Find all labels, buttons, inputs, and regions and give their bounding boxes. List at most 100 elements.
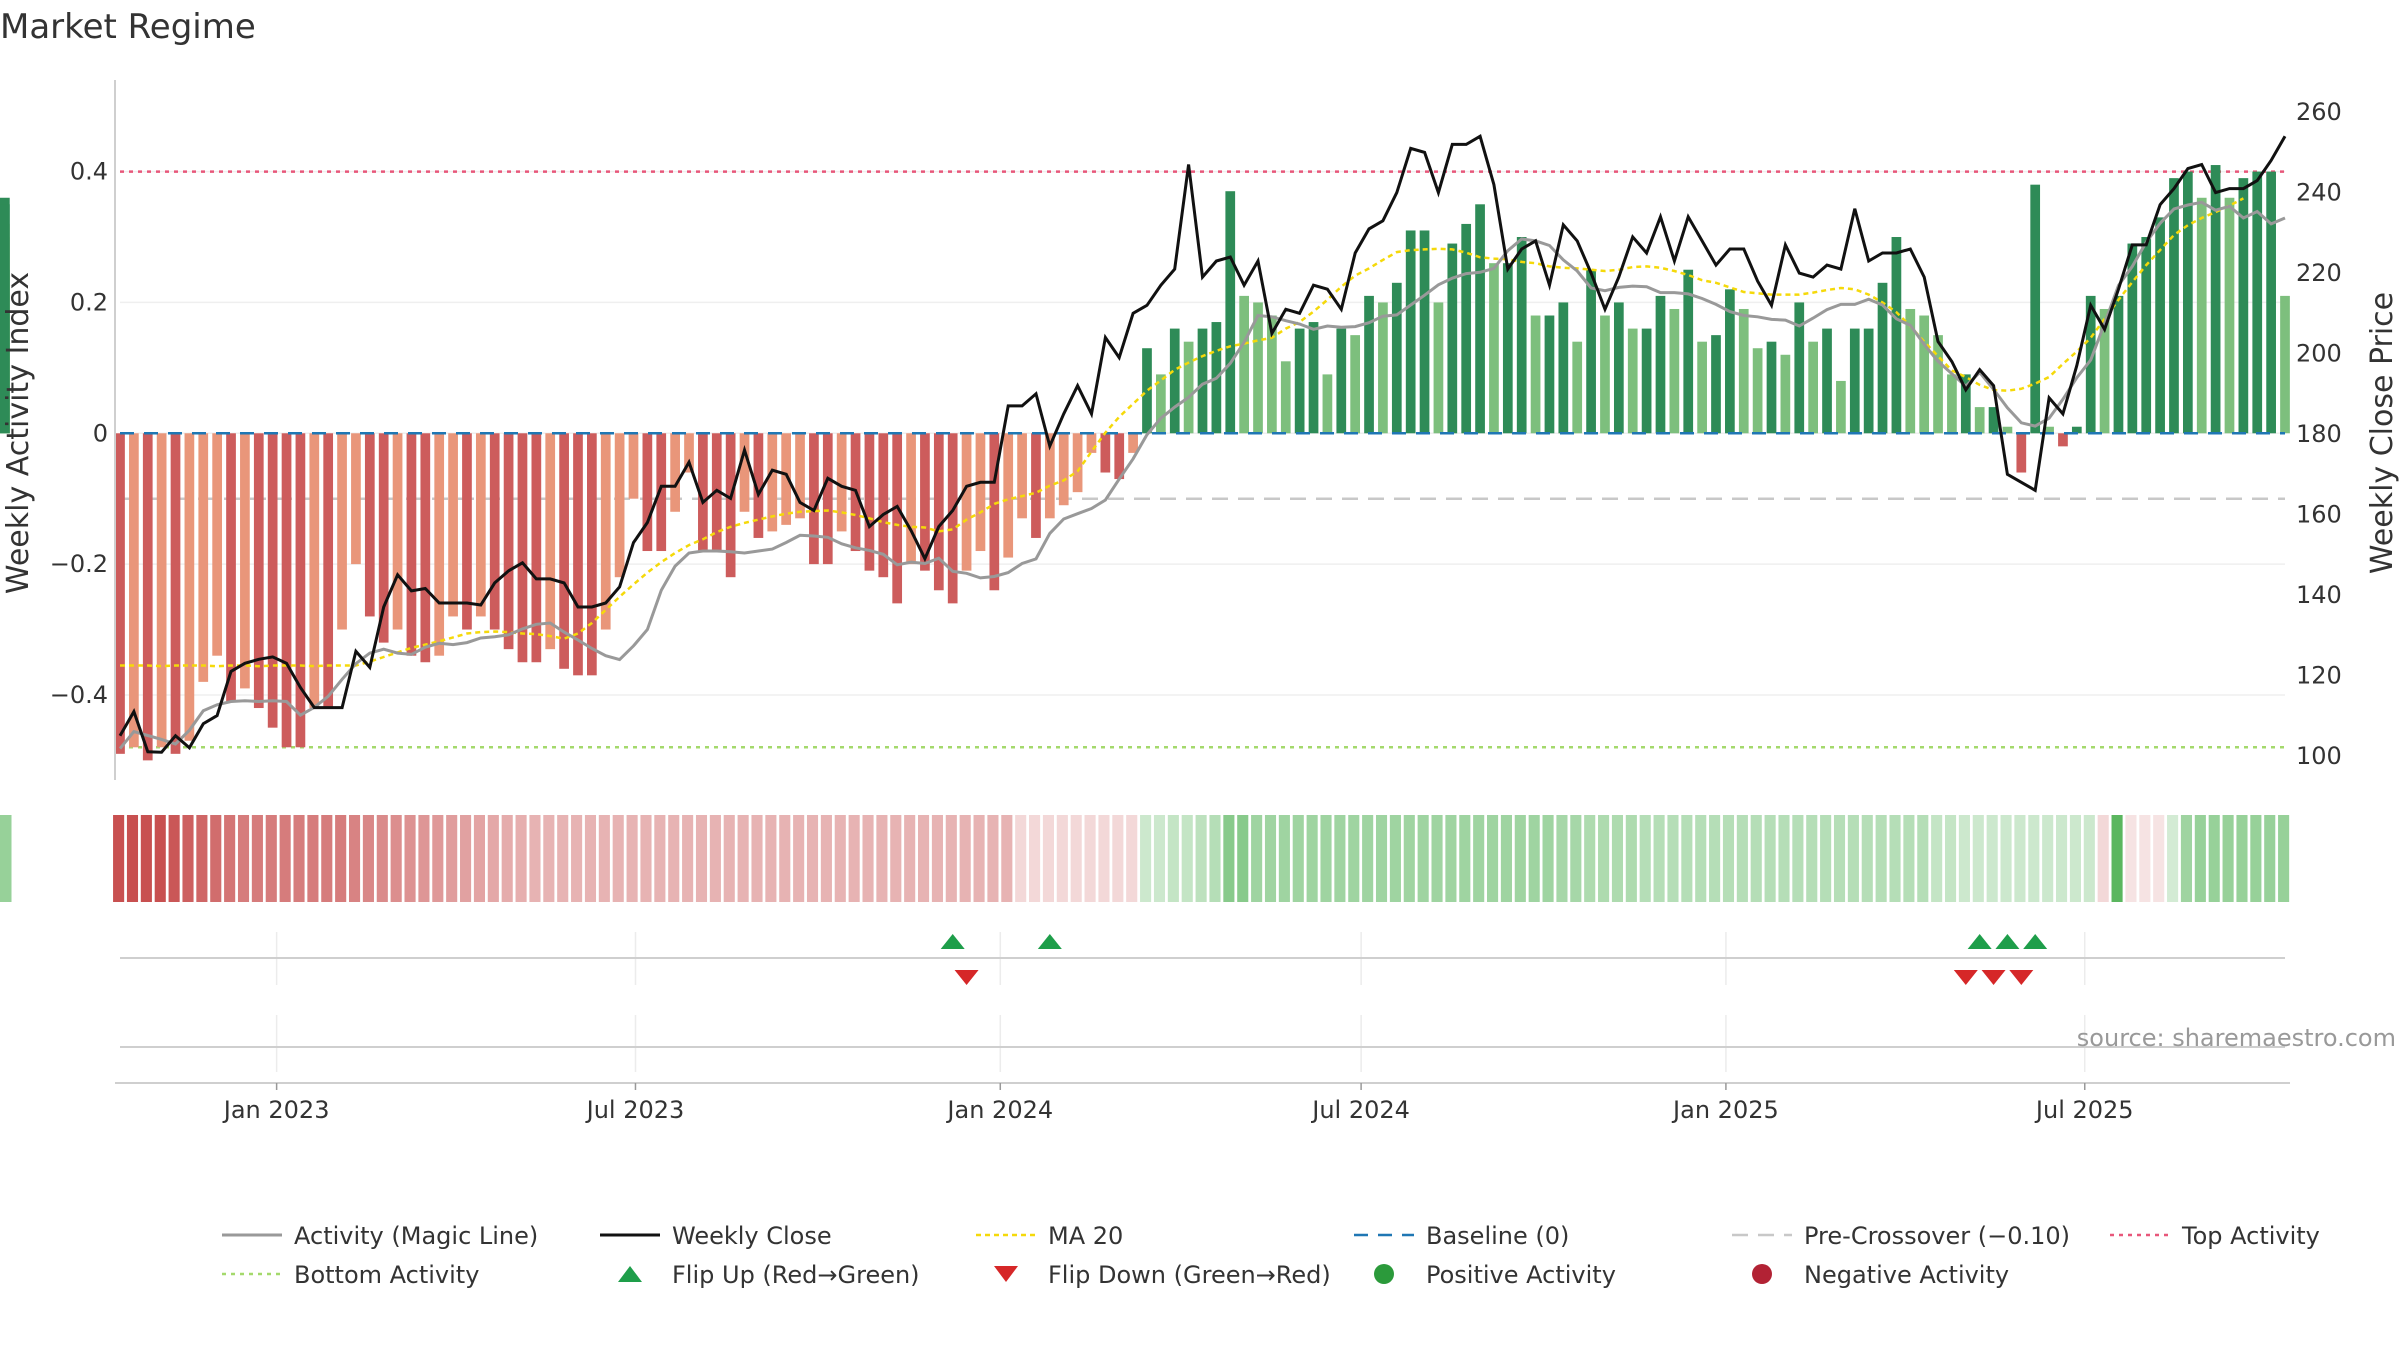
regime-cell bbox=[2236, 815, 2248, 902]
activity-bar bbox=[1058, 433, 1069, 506]
activity-bar bbox=[170, 433, 181, 754]
activity-bar bbox=[1822, 328, 1832, 434]
regime-cell bbox=[2278, 815, 2290, 902]
regime-cell bbox=[1542, 815, 1554, 902]
activity-bar bbox=[587, 433, 597, 676]
regime-cell bbox=[293, 815, 305, 902]
regime-cell bbox=[2194, 815, 2206, 902]
activity-bar bbox=[1558, 302, 1569, 434]
activity-bar bbox=[1114, 433, 1125, 480]
activity-bar bbox=[2155, 217, 2165, 434]
activity-bar bbox=[2182, 171, 2193, 434]
regime-cell bbox=[1098, 815, 1110, 902]
activity-bar bbox=[2210, 165, 2221, 434]
activity-bar bbox=[1683, 269, 1694, 434]
activity-bar bbox=[670, 433, 680, 512]
x-tick-label: Jan 2023 bbox=[222, 1096, 330, 1124]
activity-bar bbox=[2030, 184, 2041, 434]
regime-cell bbox=[959, 815, 971, 902]
regime-cell bbox=[2097, 815, 2109, 902]
x-tick-label: Jan 2024 bbox=[945, 1096, 1053, 1124]
regime-cell bbox=[432, 815, 444, 902]
regime-cell bbox=[279, 815, 291, 902]
regime-cell bbox=[1001, 815, 1013, 902]
regime-cell bbox=[973, 815, 985, 902]
activity-bar bbox=[1544, 315, 1555, 434]
regime-cell bbox=[1375, 815, 1388, 902]
regime-cell bbox=[917, 815, 930, 902]
regime-cell bbox=[806, 815, 819, 902]
regime-cell bbox=[1181, 815, 1193, 902]
activity-bar bbox=[1766, 341, 1777, 434]
activity-bar bbox=[836, 433, 847, 532]
regime-cell bbox=[2056, 815, 2068, 902]
regime-cell bbox=[1070, 815, 1082, 902]
activity-bar bbox=[822, 433, 833, 565]
regime-cell bbox=[154, 815, 166, 902]
regime-cell bbox=[779, 815, 791, 902]
activity-bar bbox=[642, 433, 653, 552]
activity-bar bbox=[1461, 223, 1472, 434]
regime-cell bbox=[113, 815, 125, 902]
activity-bar bbox=[2085, 295, 2096, 434]
left-tick-label: 0.4 bbox=[70, 158, 108, 186]
regime-cell bbox=[2250, 815, 2262, 902]
regime-cell bbox=[654, 815, 666, 902]
activity-bar bbox=[337, 433, 347, 630]
activity-bar bbox=[2058, 433, 2068, 447]
regime-cell bbox=[1015, 815, 1027, 902]
regime-cell bbox=[2000, 815, 2012, 902]
legend-item: Activity (Magic Line) bbox=[222, 1222, 538, 1250]
regime-cell bbox=[543, 815, 555, 902]
series-lines bbox=[118, 134, 2287, 754]
regime-cell bbox=[1473, 815, 1485, 902]
regime-cell bbox=[1695, 815, 1707, 902]
weekly-close-line bbox=[118, 134, 2287, 754]
regime-cell bbox=[2042, 815, 2054, 902]
regime-cell bbox=[945, 815, 957, 902]
activity-bar bbox=[1836, 380, 1846, 434]
activity-bar bbox=[1905, 308, 1916, 434]
activity-bar bbox=[2113, 295, 2124, 434]
regime-cell bbox=[1667, 815, 1679, 902]
regime-cell bbox=[1431, 815, 1443, 902]
activity-bar bbox=[115, 433, 125, 754]
legend-item: Top Activity bbox=[2110, 1222, 2320, 1250]
legend-label: Flip Up (Red→Green) bbox=[672, 1261, 920, 1289]
regime-cell bbox=[446, 815, 458, 902]
regime-cell bbox=[557, 815, 569, 902]
regime-cell bbox=[501, 815, 513, 902]
regime-cell bbox=[1306, 815, 1318, 902]
regime-cell bbox=[904, 815, 916, 902]
legend-item: MA 20 bbox=[976, 1222, 1123, 1250]
regime-cell bbox=[737, 815, 749, 902]
activity-bar bbox=[559, 433, 569, 669]
regime-cell bbox=[1417, 815, 1429, 902]
activity-bar bbox=[2196, 197, 2207, 434]
x-tick-label: Jul 2025 bbox=[2034, 1096, 2134, 1124]
activity-bar bbox=[1808, 341, 1818, 434]
activity-bar bbox=[684, 433, 694, 473]
activity-bar bbox=[767, 433, 778, 532]
activity-bar bbox=[1530, 315, 1541, 434]
legend-label: Top Activity bbox=[2181, 1222, 2320, 1250]
regime-cell bbox=[640, 815, 652, 902]
regime-cell bbox=[765, 815, 777, 902]
left-tick-label: 0 bbox=[93, 419, 108, 447]
regime-cell bbox=[1556, 815, 1568, 902]
regime-cell bbox=[1320, 815, 1332, 902]
activity-bar bbox=[1641, 328, 1652, 434]
legend-item: Flip Up (Red→Green) bbox=[618, 1261, 920, 1289]
legend-item: Pre-Crossover (−0.10) bbox=[1732, 1222, 2070, 1250]
regime-cell bbox=[418, 815, 430, 902]
right-tick-label: 220 bbox=[2296, 259, 2342, 287]
regime-cell bbox=[1681, 815, 1693, 902]
regime-cell bbox=[2180, 815, 2193, 902]
activity-bar bbox=[2002, 426, 2013, 434]
activity-bar bbox=[281, 433, 292, 748]
activity-bar bbox=[947, 433, 958, 604]
activity-bar bbox=[1877, 282, 1888, 434]
activity-bar bbox=[1780, 354, 1791, 434]
regime-cell bbox=[2069, 815, 2081, 902]
activity-bar bbox=[1794, 302, 1805, 434]
